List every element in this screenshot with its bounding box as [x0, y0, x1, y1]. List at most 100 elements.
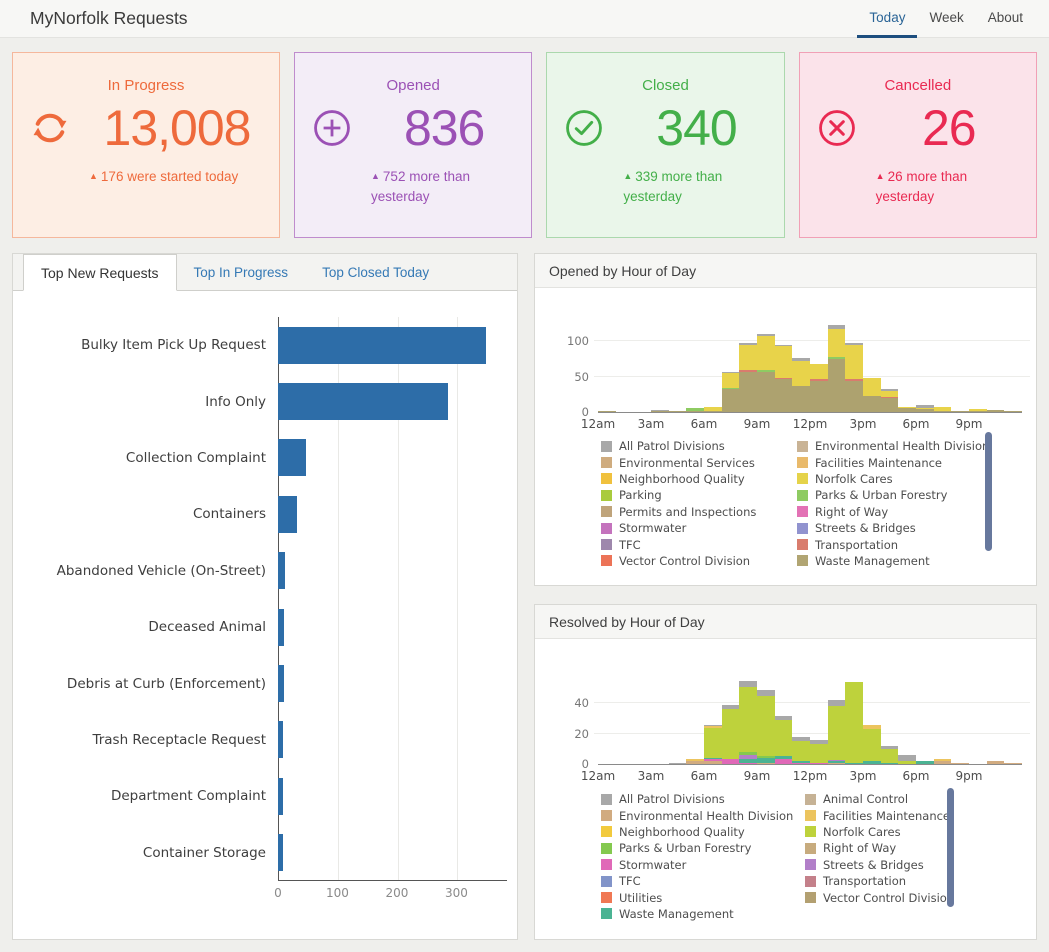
stacked-bar — [598, 411, 616, 412]
stacked-bar — [704, 724, 722, 764]
legend-label: Streets & Bridges — [815, 521, 916, 536]
stat-card-title: Closed — [642, 77, 689, 94]
legend-item: Facilities Maintenance — [797, 454, 1037, 470]
legend-label: Parks & Urban Forestry — [815, 488, 948, 503]
legend-swatch — [601, 842, 612, 854]
x-tick-label: 9am — [743, 769, 771, 783]
legend-scrollbar[interactable] — [985, 432, 992, 551]
legend-swatch — [601, 489, 612, 501]
y-tick-label: 0 — [581, 405, 589, 419]
legend-swatch — [805, 826, 816, 838]
hbar-row: Info Only — [13, 373, 517, 429]
legend-scrollbar[interactable] — [947, 788, 954, 907]
legend-swatch — [805, 859, 816, 871]
stacked-bar — [845, 682, 863, 764]
hbar-grid — [278, 317, 507, 881]
legend-swatch — [601, 793, 612, 805]
stacked-bar — [739, 680, 757, 764]
stacked-bar — [986, 760, 1005, 764]
hbar-bar — [278, 777, 284, 815]
stacked-bar — [1004, 410, 1022, 412]
legend-label: Right of Way — [815, 504, 889, 519]
legend-item: Norfolk Cares — [797, 471, 1037, 487]
tab-top-closed-today[interactable]: Top Closed Today — [322, 264, 430, 280]
legend-swatch — [601, 440, 612, 452]
opened-chart-legend: All Patrol Divisions Environmental Servic… — [601, 438, 1037, 569]
x-tick-label: 9pm — [955, 769, 983, 783]
legend-swatch — [805, 793, 816, 805]
stacked-bar — [792, 736, 810, 764]
stacked-bar — [880, 745, 899, 764]
tab-week[interactable]: Week — [929, 10, 964, 25]
legend-swatch — [601, 859, 612, 871]
up-arrow-icon: ▲ — [371, 170, 380, 181]
legend-label: Stormwater — [619, 857, 687, 872]
stat-card-delta: ▲ 339 more than yesterday — [623, 168, 723, 205]
legend-label: Utilities — [619, 890, 663, 905]
stacked-bar — [810, 739, 828, 764]
hbar-row: Debris at Curb (Enforcement) — [13, 655, 517, 711]
legend-swatch — [805, 892, 816, 904]
tab-today[interactable]: Today — [857, 0, 918, 38]
legend-item: Transportation — [805, 873, 1045, 889]
x-tick-label: 3pm — [849, 769, 877, 783]
legend-item: TFC — [601, 536, 797, 552]
legend-item: Waste Management — [601, 906, 805, 922]
plus-circle-icon — [295, 107, 369, 149]
legend-item: Environmental Services — [601, 454, 797, 470]
legend-label: Parks & Urban Forestry — [619, 841, 752, 856]
stacked-bar — [668, 410, 687, 412]
legend-swatch — [601, 892, 612, 904]
hbar-bar — [278, 439, 306, 477]
y-tick-label: 50 — [574, 369, 589, 384]
legend-swatch — [601, 555, 612, 567]
legend-swatch — [601, 522, 612, 534]
page-title: MyNorfolk Requests — [30, 8, 188, 28]
stacked-bar — [898, 754, 916, 764]
tab-about[interactable]: About — [987, 10, 1023, 25]
panel-title-opened: Opened by Hour of Day — [535, 254, 1036, 288]
stacked-bar — [810, 364, 828, 412]
legend-item: Permits and Inspections — [601, 504, 797, 520]
stacked-bar — [827, 700, 846, 764]
tab-top-new-requests[interactable]: Top New Requests — [23, 254, 177, 291]
stat-card-cancelled: Cancelled 26 ▲ 26 more than yesterday — [798, 52, 1037, 238]
stat-card-closed: Closed 340 ▲ 339 more than yesterday — [546, 52, 785, 238]
stacked-bar — [686, 408, 704, 412]
legend-swatch — [797, 457, 808, 469]
legend-item: Vector Control Division — [601, 553, 797, 569]
resolved-by-hour-panel: Resolved by Hour of Day 0 20 40 12am 3am 6am 9… — [534, 604, 1037, 940]
legend-swatch — [805, 810, 816, 822]
legend-swatch — [797, 473, 808, 485]
legend-label: Right of Way — [823, 841, 897, 856]
stat-card-in-progress: In Progress 13,008 ▲ 176 were started tod… — [12, 52, 280, 238]
opened-by-hour-panel: Opened by Hour of Day 0 50 100 12am 3am 6am 9a… — [534, 253, 1037, 586]
stacked-bar — [721, 704, 740, 764]
legend-item: Facilities Maintenance — [805, 807, 1045, 823]
hbar-bar — [278, 721, 284, 759]
stat-card-value: 13,008 — [103, 100, 252, 156]
stacked-bar — [686, 759, 704, 764]
x-tick-label: 3pm — [849, 417, 877, 431]
hbar-row: Abandoned Vehicle (On-Street) — [13, 543, 517, 599]
legend-swatch — [805, 842, 816, 854]
stat-card-value: 340 — [656, 100, 737, 156]
check-circle-icon — [547, 107, 621, 149]
tab-top-in-progress[interactable]: Top In Progress — [193, 264, 289, 280]
x-tick-label: 12am — [580, 769, 616, 783]
hbar-bar — [278, 383, 449, 421]
stacked-bar — [951, 762, 969, 764]
stacked-bar — [774, 715, 793, 764]
stacked-bar — [721, 371, 740, 412]
hbar-xtick-label: 200 — [385, 885, 409, 900]
hbar-row: Container Storage — [13, 825, 517, 881]
y-tick-label: 100 — [567, 334, 589, 349]
legend-item: Neighborhood Quality — [601, 471, 797, 487]
top-new-requests-chart: Bulky Item Pick Up Request Info Only Colle… — [13, 291, 517, 906]
hbar-category-label: Debris at Curb (Enforcement) — [66, 675, 266, 692]
legend-item: Parking — [601, 487, 797, 503]
x-tick-label: 12pm — [792, 417, 828, 431]
legend-item: All Patrol Divisions — [601, 438, 797, 454]
legend-swatch — [797, 522, 808, 534]
stat-card-title: Opened — [386, 77, 440, 94]
